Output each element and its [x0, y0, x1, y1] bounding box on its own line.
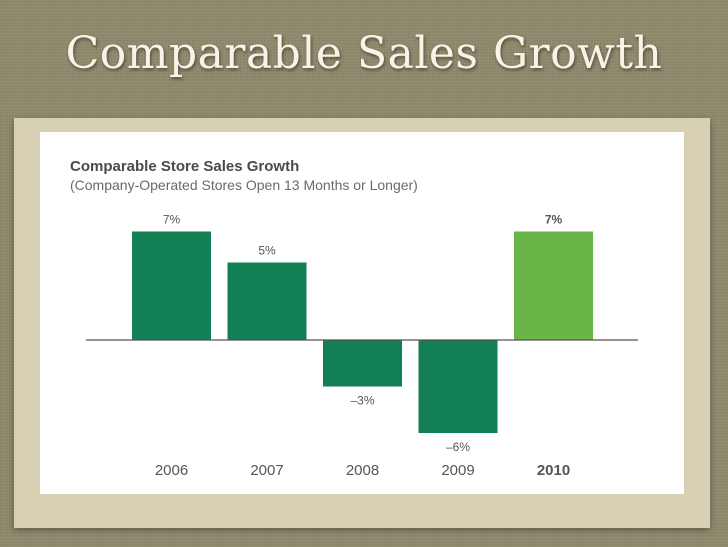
bar-2006 [132, 231, 211, 340]
data-label-2009: –6% [446, 440, 470, 454]
slide-title: Comparable Sales Growth [65, 28, 663, 79]
bar-chart: 7% 2006 5% 2007 –3% 2008 –6% 2009 7% 2010 [86, 213, 638, 479]
x-tick-2006: 2006 [155, 462, 188, 479]
chart-title: Comparable Store Sales Growth [70, 158, 300, 175]
chart-card: Comparable Store Sales Growth (Company-O… [40, 132, 684, 494]
x-tick-2007: 2007 [250, 462, 283, 479]
bar-2010 [514, 231, 593, 340]
x-tick-2010: 2010 [537, 462, 570, 479]
chart-subtitle: (Company-Operated Stores Open 13 Months … [70, 177, 418, 193]
data-label-2010: 7% [545, 213, 563, 227]
x-tick-2009: 2009 [441, 462, 474, 479]
x-tick-2008: 2008 [346, 462, 379, 479]
data-label-2008: –3% [350, 394, 374, 408]
bar-2008 [323, 340, 402, 387]
data-label-2006: 7% [163, 213, 181, 227]
data-label-2007: 5% [258, 244, 276, 258]
bar-2009 [418, 340, 498, 433]
bar-2007 [227, 262, 307, 340]
